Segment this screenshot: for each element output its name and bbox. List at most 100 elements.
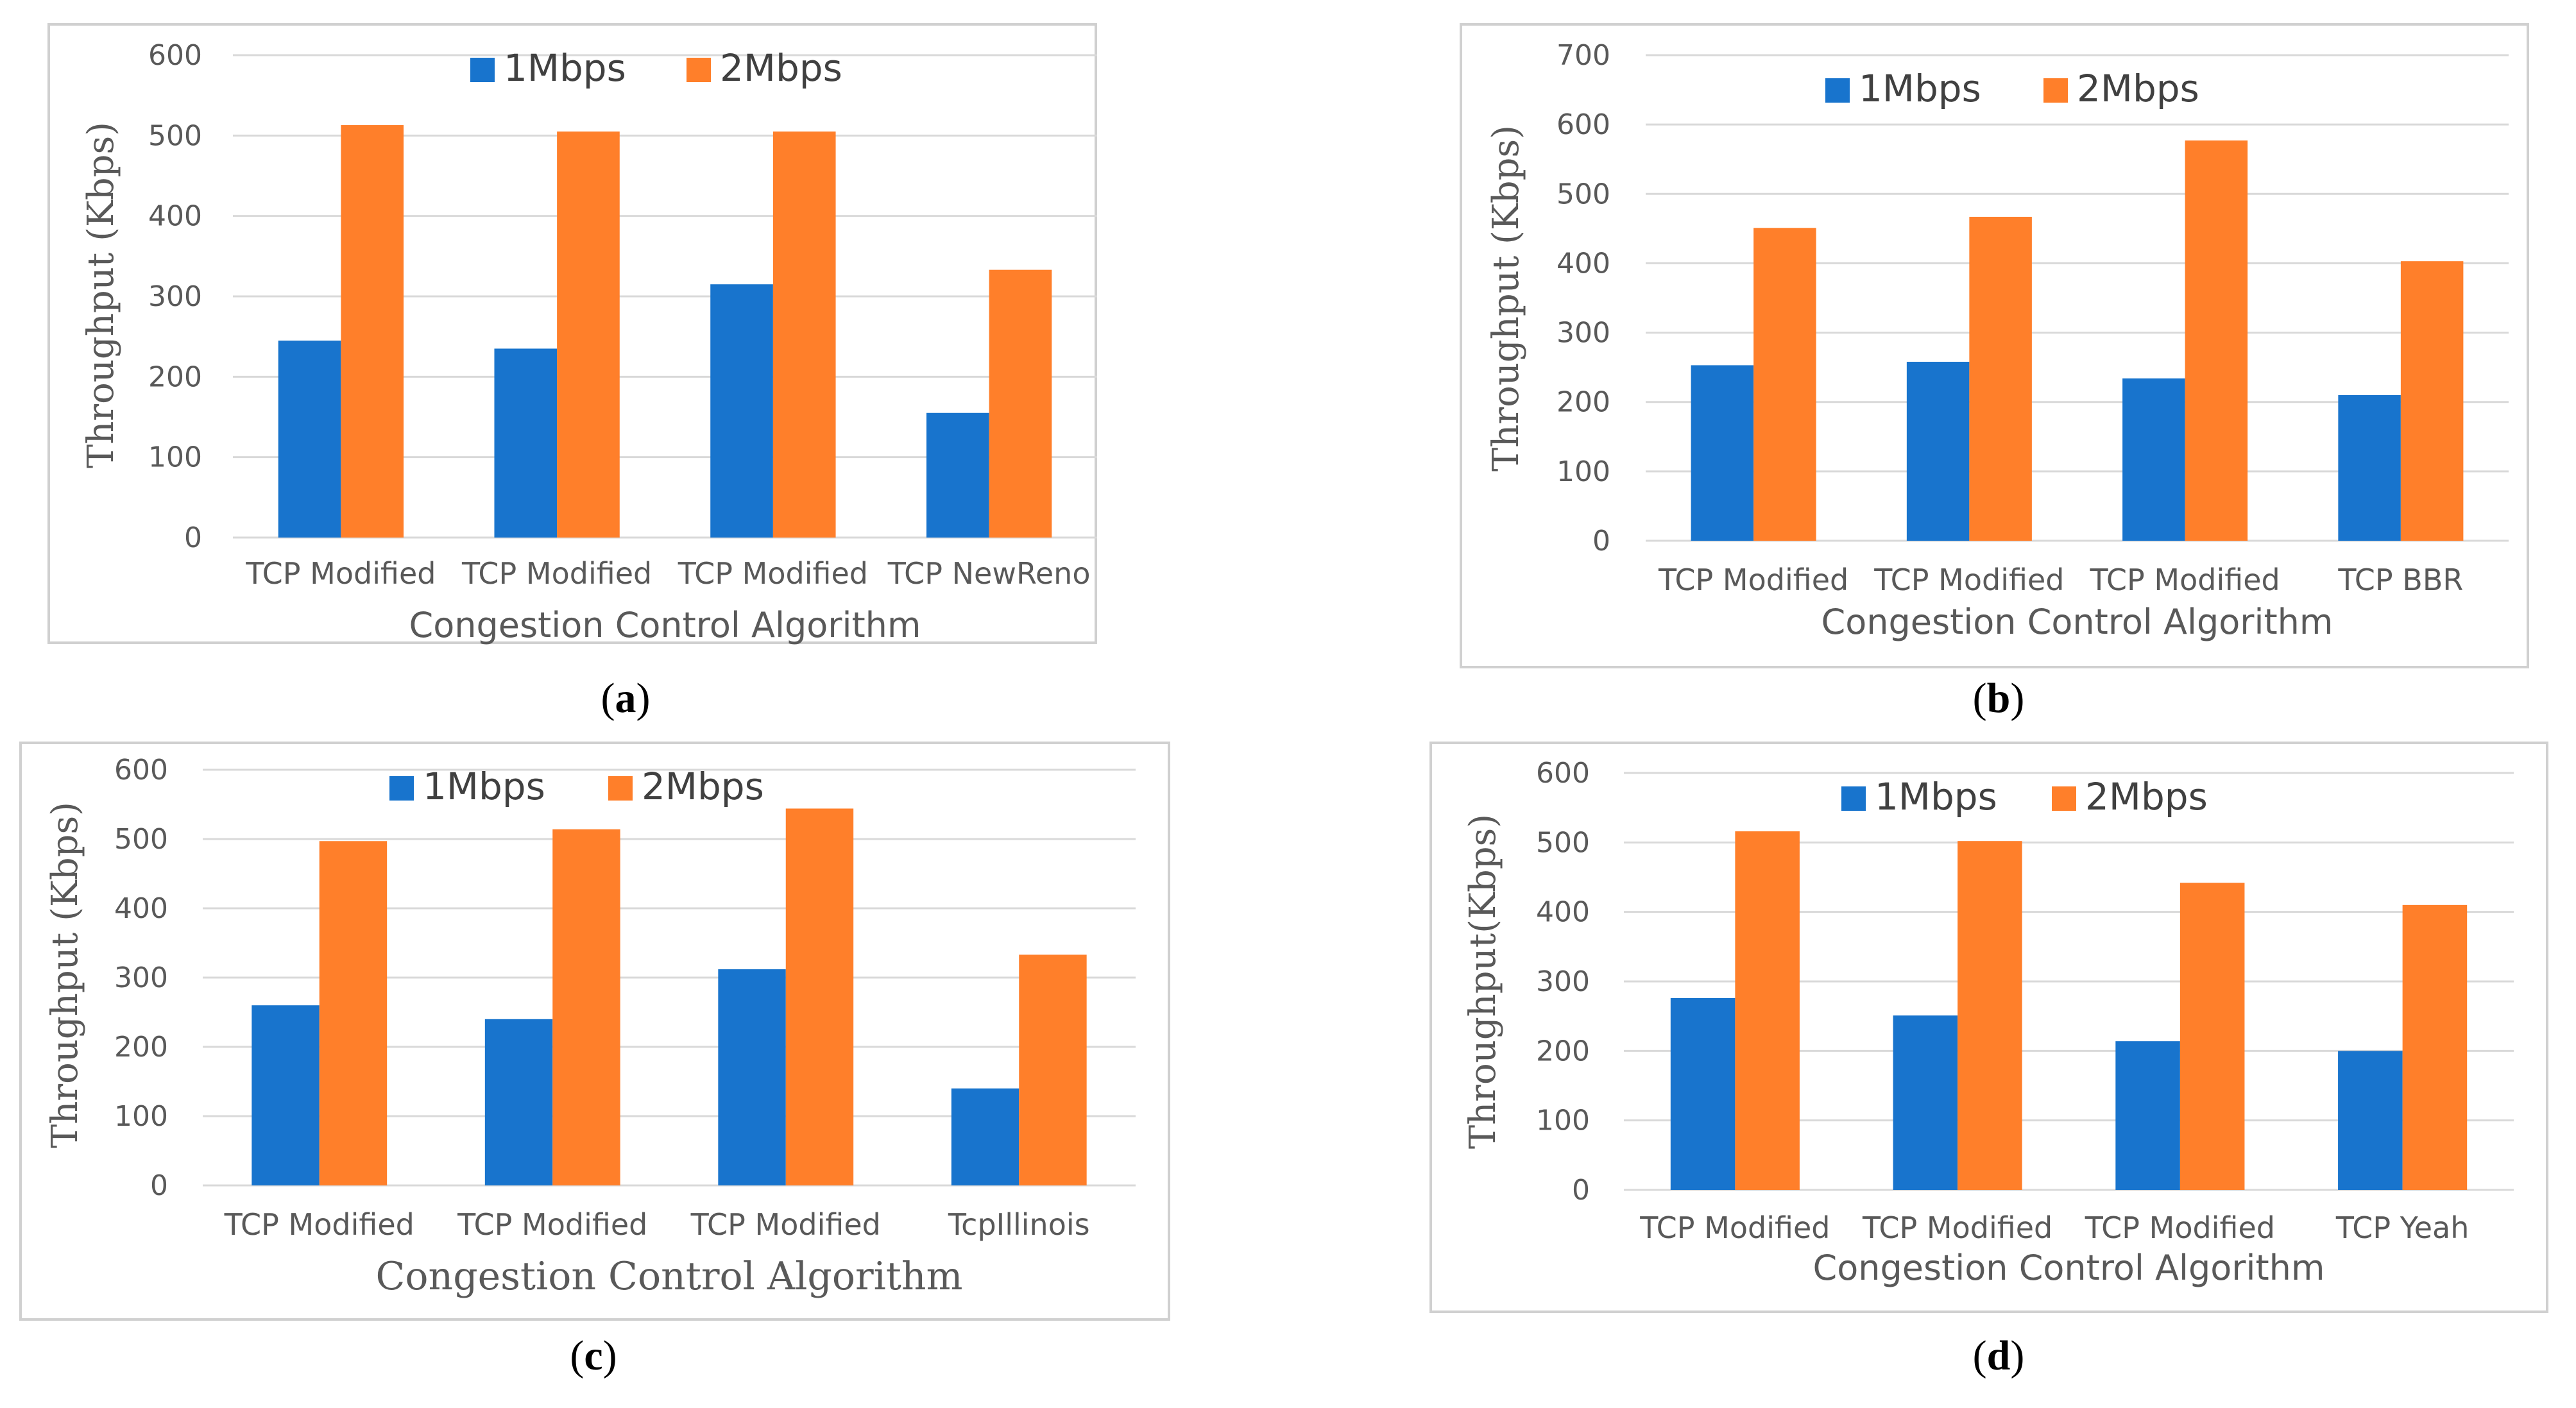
x-category-label: TCP Modified bbox=[1873, 563, 2064, 597]
legend-swatch-1Mbps bbox=[470, 58, 495, 82]
y-tick-label: 700 bbox=[1557, 39, 1610, 72]
bar-2Mbps-4 bbox=[2402, 904, 2468, 1190]
x-axis-label: Congestion Control Algorithm bbox=[409, 605, 921, 645]
bar-1Mbps-1 bbox=[1670, 998, 1736, 1190]
y-tick-label: 200 bbox=[1536, 1035, 1590, 1067]
bar-2Mbps-3 bbox=[772, 131, 836, 538]
legend-swatch-2Mbps bbox=[2043, 78, 2068, 103]
x-axis-label: Congestion Control Algorithm bbox=[1813, 1248, 2324, 1288]
bar-2Mbps-4 bbox=[989, 269, 1052, 538]
y-axis-label: Throughput(Kbps) bbox=[1462, 814, 1504, 1149]
legend-label-2Mbps: 2Mbps bbox=[642, 765, 764, 808]
y-tick-label: 0 bbox=[1592, 525, 1610, 557]
bar-1Mbps-1 bbox=[252, 1005, 320, 1185]
bar-1Mbps-3 bbox=[2122, 378, 2185, 541]
y-tick-label: 600 bbox=[114, 754, 168, 786]
y-axis-label: Throughput (Kbps) bbox=[80, 122, 122, 468]
legend-swatch-2Mbps bbox=[2052, 786, 2076, 811]
y-tick-label: 300 bbox=[114, 962, 168, 994]
x-category-label: TCP BBR bbox=[2337, 563, 2463, 597]
y-tick-label: 600 bbox=[1536, 757, 1590, 790]
y-tick-label: 400 bbox=[1557, 247, 1610, 280]
y-tick-label: 300 bbox=[1536, 965, 1590, 998]
legend-label-2Mbps: 2Mbps bbox=[720, 46, 842, 90]
bar-2Mbps-3 bbox=[785, 808, 854, 1185]
y-tick-label: 400 bbox=[114, 892, 168, 925]
bar-2Mbps-1 bbox=[1753, 228, 1816, 541]
x-category-label: TCP Modified bbox=[224, 1207, 414, 1242]
y-tick-label: 0 bbox=[184, 522, 202, 554]
y-tick-label: 0 bbox=[1572, 1174, 1590, 1207]
panel-label: (c) bbox=[570, 1332, 617, 1379]
y-tick-label: 100 bbox=[1536, 1105, 1590, 1137]
panel-label: (d) bbox=[1973, 1332, 2025, 1379]
legend-label-1Mbps: 1Mbps bbox=[1859, 67, 1981, 110]
bar-2Mbps-2 bbox=[1969, 216, 2032, 541]
y-tick-label: 400 bbox=[1536, 896, 1590, 929]
x-category-label: TCP Modified bbox=[1639, 1210, 1830, 1245]
x-category-label: TcpIllinois bbox=[948, 1207, 1090, 1242]
legend-label-2Mbps: 2Mbps bbox=[2077, 67, 2199, 110]
x-category-label: TCP Modified bbox=[457, 1207, 647, 1242]
bar-2Mbps-1 bbox=[319, 841, 388, 1185]
x-category-label: TCP Modified bbox=[1862, 1210, 2052, 1245]
x-category-label: TCP NewReno bbox=[887, 556, 1091, 591]
bar-2Mbps-2 bbox=[557, 131, 620, 538]
x-category-label: TCP Modified bbox=[678, 556, 868, 591]
x-axis-label: Congestion Control Algorithm bbox=[1821, 602, 2333, 642]
x-category-label: TCP Modified bbox=[2090, 563, 2280, 597]
legend-label-1Mbps: 1Mbps bbox=[423, 765, 545, 808]
y-tick-label: 500 bbox=[1536, 826, 1590, 859]
y-tick-label: 100 bbox=[148, 441, 202, 474]
bar-2Mbps-1 bbox=[341, 125, 404, 538]
legend-swatch-1Mbps bbox=[1825, 78, 1850, 103]
panel-label: (a) bbox=[601, 675, 651, 722]
bar-1Mbps-2 bbox=[484, 1019, 553, 1185]
y-tick-label: 500 bbox=[148, 119, 202, 152]
x-category-label: TCP Modified bbox=[245, 556, 436, 591]
bar-1Mbps-1 bbox=[278, 340, 341, 538]
legend-label-1Mbps: 1Mbps bbox=[1875, 775, 1997, 819]
bar-1Mbps-2 bbox=[494, 348, 558, 538]
bar-1Mbps-4 bbox=[2338, 394, 2401, 541]
x-axis-label: Congestion Control Algorithm bbox=[376, 1254, 963, 1299]
legend-label-2Mbps: 2Mbps bbox=[2085, 775, 2208, 819]
bar-1Mbps-4 bbox=[2338, 1051, 2403, 1190]
chart-panel-2: 0 100 200 300 400 500 600 700 TCP Modified TCP Mo… bbox=[1460, 23, 2529, 668]
chart-panel-1: 0 100 200 300 400 500 600 TCP Modified TCP Modif… bbox=[47, 23, 1097, 645]
y-tick-label: 500 bbox=[1557, 178, 1610, 210]
bar-1Mbps-3 bbox=[710, 284, 773, 538]
bar-2Mbps-1 bbox=[1735, 831, 1800, 1190]
bar-2Mbps-3 bbox=[2179, 883, 2245, 1190]
legend-swatch-1Mbps bbox=[1841, 786, 1866, 811]
x-category-label: TCP Modified bbox=[2085, 1210, 2275, 1245]
y-tick-label: 100 bbox=[114, 1100, 168, 1133]
chart-panel-4: 0 100 200 300 400 500 600 TCP Modified TCP Modif… bbox=[1429, 742, 2548, 1313]
bar-2Mbps-2 bbox=[1958, 841, 2022, 1190]
bar-1Mbps-4 bbox=[926, 412, 989, 538]
y-tick-label: 600 bbox=[1557, 108, 1610, 141]
y-tick-label: 400 bbox=[148, 200, 202, 233]
x-category-label: TCP Modified bbox=[461, 556, 652, 591]
panel-label: (b) bbox=[1973, 675, 2025, 722]
y-tick-label: 200 bbox=[1557, 386, 1610, 419]
y-tick-label: 300 bbox=[148, 280, 202, 313]
x-category-label: TCP Yeah bbox=[2335, 1210, 2469, 1245]
bar-1Mbps-3 bbox=[2115, 1041, 2180, 1190]
bar-2Mbps-4 bbox=[1019, 954, 1087, 1185]
y-tick-label: 200 bbox=[114, 1031, 168, 1064]
legend-label-1Mbps: 1Mbps bbox=[504, 46, 626, 90]
bar-1Mbps-1 bbox=[1691, 365, 1754, 541]
bar-1Mbps-2 bbox=[1893, 1015, 1958, 1190]
legend-swatch-1Mbps bbox=[389, 776, 414, 801]
legend-swatch-2Mbps bbox=[687, 58, 711, 82]
y-tick-label: 0 bbox=[150, 1169, 168, 1202]
x-category-label: TCP Modified bbox=[1658, 563, 1848, 597]
y-tick-label: 100 bbox=[1557, 455, 1610, 488]
bar-2Mbps-2 bbox=[552, 829, 620, 1185]
y-axis-label: Throughput (Kbps) bbox=[44, 802, 86, 1148]
y-axis-label: Throughput (Kbps) bbox=[1485, 125, 1527, 471]
bar-2Mbps-4 bbox=[2400, 261, 2464, 541]
y-tick-label: 600 bbox=[148, 39, 202, 72]
